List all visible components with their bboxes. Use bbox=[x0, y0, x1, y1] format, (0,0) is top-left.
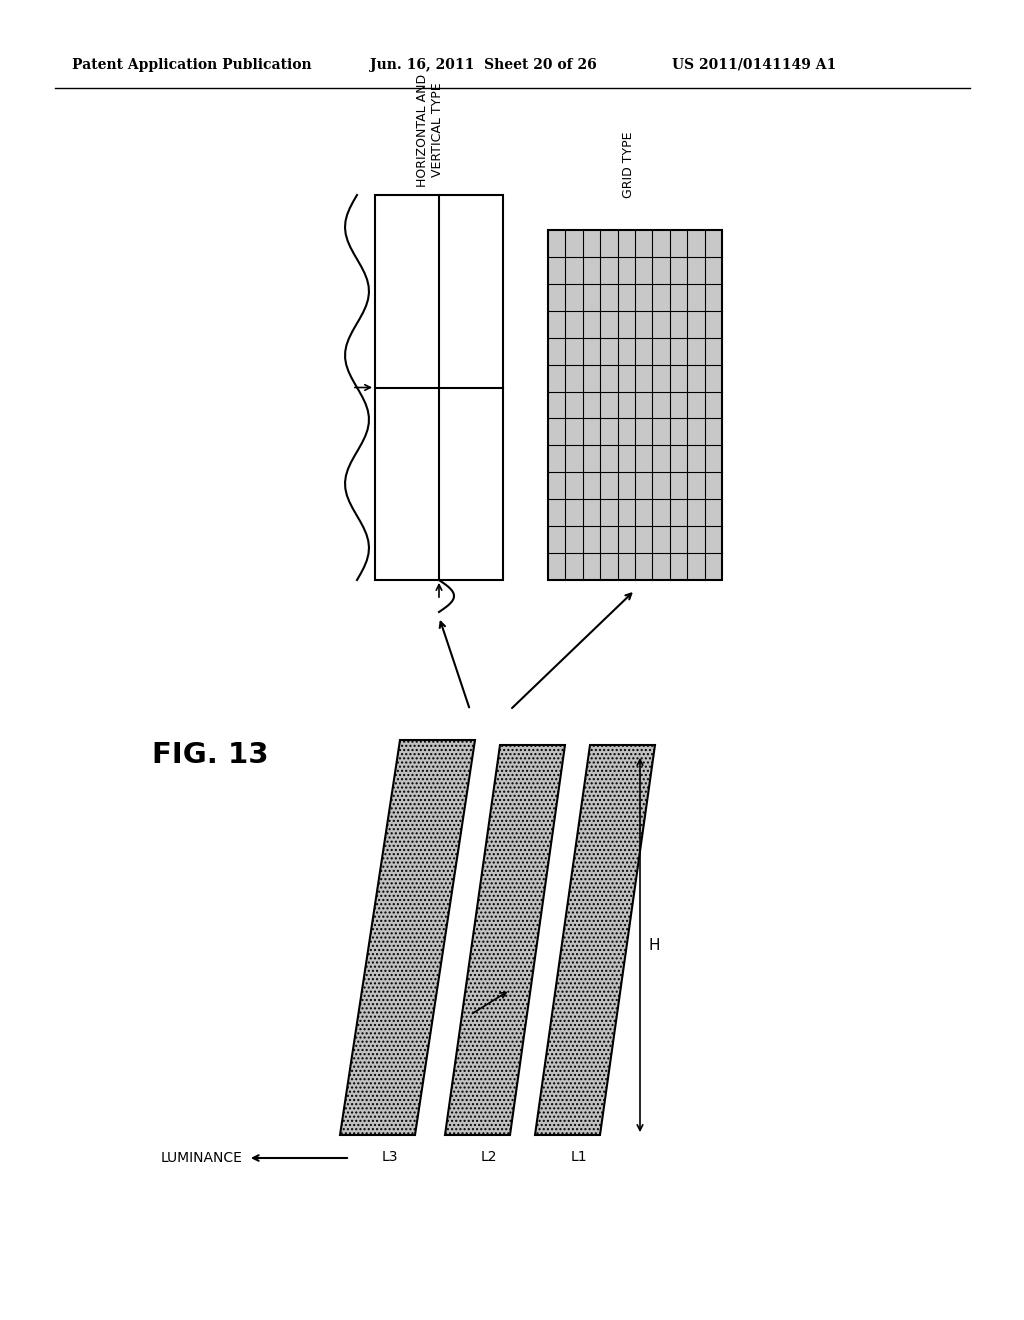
Text: L1: L1 bbox=[570, 1150, 587, 1164]
Text: LUMINANCE: LUMINANCE bbox=[161, 1151, 243, 1166]
Text: HORIZONTAL AND
VERTICAL TYPE: HORIZONTAL AND VERTICAL TYPE bbox=[416, 74, 444, 186]
Text: GRID TYPE: GRID TYPE bbox=[622, 132, 635, 198]
Polygon shape bbox=[445, 744, 565, 1135]
Text: L3: L3 bbox=[381, 1150, 397, 1164]
Text: Jun. 16, 2011  Sheet 20 of 26: Jun. 16, 2011 Sheet 20 of 26 bbox=[370, 58, 597, 73]
Bar bbox=[548, 230, 722, 579]
Text: L2: L2 bbox=[480, 1150, 497, 1164]
Text: H: H bbox=[648, 937, 659, 953]
Polygon shape bbox=[340, 741, 475, 1135]
Text: US 2011/0141149 A1: US 2011/0141149 A1 bbox=[672, 58, 837, 73]
Text: Patent Application Publication: Patent Application Publication bbox=[72, 58, 311, 73]
Polygon shape bbox=[535, 744, 655, 1135]
Text: FIG. 13: FIG. 13 bbox=[152, 741, 268, 770]
Bar bbox=[375, 195, 503, 579]
